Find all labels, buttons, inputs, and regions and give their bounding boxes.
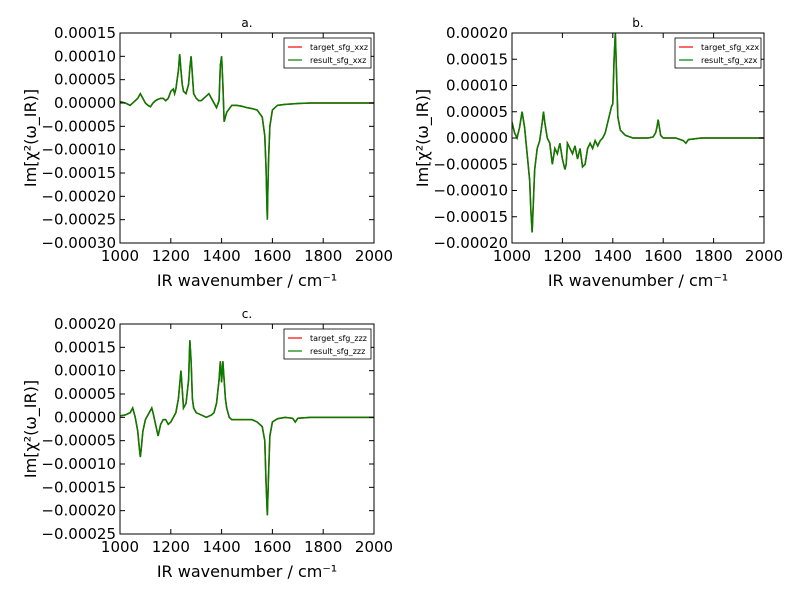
x-tick-label: 1600 [253,247,291,265]
y-tick-label: −0.00010 [41,455,116,473]
x-tick-label: 1000 [101,538,139,556]
y-tick-label: 0.00010 [54,362,116,380]
legend-label-result-b: result_sfg_xzx [701,56,758,65]
x-tick-label: 1200 [152,538,190,556]
x-tick-label: 2000 [355,247,393,265]
legend-b: target_sfg_xzx result_sfg_xzx [674,37,762,69]
x-tick-label: 1400 [203,538,241,556]
y-tick-label: −0.00015 [433,208,508,226]
legend-box-b [674,37,762,69]
y-tick-label: 0.00005 [54,385,116,403]
legend-label-target-b: target_sfg_xzx [701,43,759,52]
x-tick-label: 1400 [594,247,632,265]
y-tick-label: 0.00000 [54,408,116,426]
chart-title-c: c. [242,307,252,321]
x-tick-label: 1200 [543,247,581,265]
y-tick-label: 0.00015 [446,50,508,68]
y-tick-label: −0.00015 [41,164,116,182]
y-tick-label: −0.00030 [41,234,116,252]
y-tick-label: 0.00005 [54,71,116,89]
y-tick-label: −0.00020 [433,234,508,252]
x-tick-label: 1600 [644,247,682,265]
y-tick-label: 0.00000 [446,129,508,147]
y-tick-label: −0.00015 [41,478,116,496]
y-tick-label: −0.00010 [433,182,508,200]
y-tick-label: −0.00005 [41,432,116,450]
x-axis-label-b: IR wavenumber / cm⁻¹ [548,271,728,290]
y-axis-label-a: Im[χ²(ω_IR)] [21,89,41,187]
y-tick-label: 0.00010 [54,47,116,65]
subplot-c: 1000 1200 1400 1600 1800 2000 0.00020 0.00015 0.… [21,307,393,581]
x-axis-label-c: IR wavenumber / cm⁻¹ [157,562,337,581]
line-marks-b [512,33,764,233]
ticks-c: 1000 1200 1400 1600 1800 2000 0.00020 0.00015 0.… [41,315,393,556]
x-tick-label: 1400 [203,247,241,265]
subplot-b: 1000 1200 1400 1600 1800 2000 0.00020 0.00015 0.… [413,16,783,290]
legend-a: target_sfg_xxz result_sfg_xxz [283,37,372,69]
x-tick-label: 1600 [253,538,291,556]
legend-label-target-c: target_sfg_zzz [310,334,367,343]
y-tick-label: −0.00005 [433,155,508,173]
x-tick-label: 2000 [355,538,393,556]
series-line-result-a [120,53,374,220]
x-tick-label: 1800 [304,538,342,556]
chart-title-b: b. [632,16,643,30]
y-tick-label: 0.00015 [54,338,116,356]
y-tick-label: 0.00000 [54,94,116,112]
x-tick-label: 2000 [745,247,783,265]
y-tick-label: −0.00010 [41,141,116,159]
ticks-a: 1000 1200 1400 1600 1800 2000 0.00015 0.00010 0.… [41,24,393,265]
y-tick-label: 0.00005 [446,103,508,121]
x-tick-label: 1800 [304,247,342,265]
subplot-a: 1000 1200 1400 1600 1800 2000 0.00015 0.00010 0.… [21,16,393,290]
y-tick-label: −0.00020 [41,502,116,520]
line-marks-a [120,53,374,220]
legend-label-result-a: result_sfg_xxz [310,56,366,65]
chart-title-a: a. [241,16,252,30]
y-tick-label: 0.00020 [54,315,116,333]
series-line-result-b [512,33,764,233]
y-tick-label: −0.00020 [41,187,116,205]
x-tick-label: 1200 [152,247,190,265]
series-line-result-c [120,340,374,516]
line-marks-c [120,340,374,516]
plot-frame-a [119,32,375,244]
legend-c: target_sfg_zzz result_sfg_zzz [283,328,372,360]
y-tick-label: −0.00005 [41,117,116,135]
x-tick-label: 1000 [493,247,531,265]
x-axis-label-a: IR wavenumber / cm⁻¹ [157,271,337,290]
legend-label-target-a: target_sfg_xxz [310,43,368,52]
ticks-b: 1000 1200 1400 1600 1800 2000 0.00020 0.00015 0.… [433,24,783,265]
y-axis-label-b: Im[χ²(ω_IR)] [413,89,433,187]
y-tick-label: 0.00010 [446,77,508,95]
y-tick-label: 0.00020 [446,24,508,42]
y-tick-label: −0.00025 [41,211,116,229]
legend-label-result-c: result_sfg_zzz [310,347,365,356]
y-axis-label-c: Im[χ²(ω_IR)] [21,380,41,478]
y-tick-label: 0.00015 [54,24,116,42]
y-tick-label: −0.00025 [41,525,116,543]
legend-box-c [283,328,372,360]
x-tick-label: 1800 [695,247,733,265]
legend-box-a [283,37,372,69]
x-tick-label: 1000 [101,247,139,265]
plot-frame-c [119,323,375,535]
